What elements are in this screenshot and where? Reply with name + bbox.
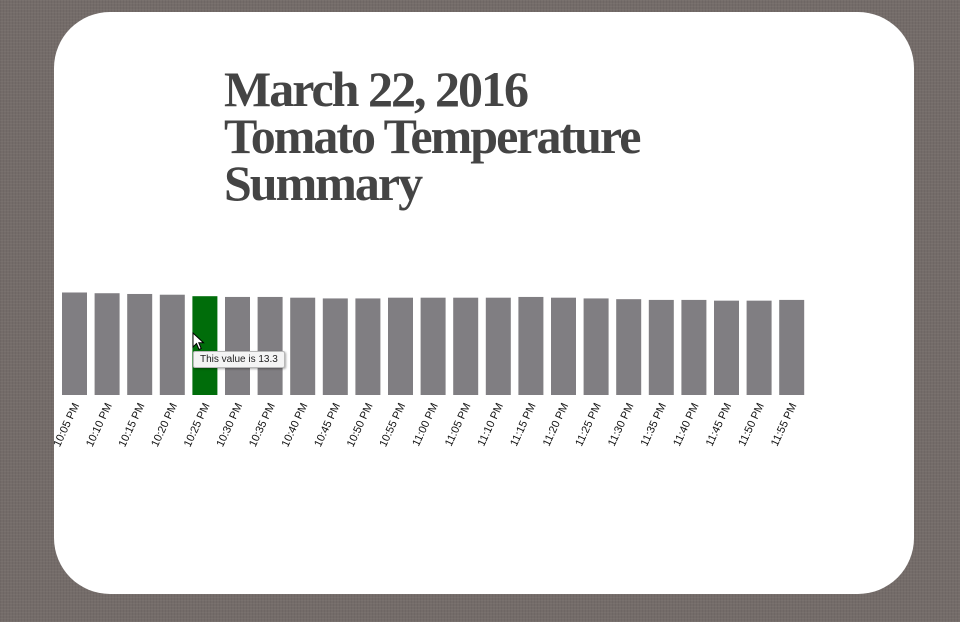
value-tooltip: This value is 13.3 bbox=[193, 351, 285, 368]
x-tick-label: 11:15 PM bbox=[508, 401, 538, 448]
bar-0[interactable] bbox=[62, 292, 87, 395]
x-tick-label: 10:30 PM bbox=[214, 401, 245, 449]
bar-10[interactable] bbox=[388, 297, 413, 395]
bar-4[interactable] bbox=[192, 296, 218, 395]
bar-20[interactable] bbox=[714, 300, 739, 395]
x-tick-label: 11:05 PM bbox=[443, 401, 473, 448]
bar-18[interactable] bbox=[648, 299, 674, 395]
x-tick-label: 10:20 PM bbox=[149, 401, 180, 449]
temperature-bar-chart: 10:05 PM 10:10 PM 10:15 PM 10:20 PM 10:25 PM… bbox=[54, 292, 805, 449]
x-tick-label: 11:25 PM bbox=[573, 401, 603, 448]
title-line-subject: Tomato Temperature bbox=[224, 108, 641, 164]
bar-22[interactable] bbox=[779, 299, 805, 395]
x-tick-label: 10:05 PM bbox=[54, 401, 82, 449]
x-tick-label: 10:10 PM bbox=[84, 401, 115, 449]
bar-8[interactable] bbox=[322, 298, 348, 395]
bar-19[interactable] bbox=[681, 299, 707, 395]
x-tick-label: 11:30 PM bbox=[606, 401, 636, 448]
bar-14[interactable] bbox=[518, 296, 544, 395]
bar-21[interactable] bbox=[746, 300, 772, 395]
x-tick-label: 11:45 PM bbox=[704, 401, 734, 448]
x-tick-label: 11:50 PM bbox=[736, 401, 766, 448]
x-tick-label: 11:40 PM bbox=[671, 401, 701, 448]
mouse-pointer-icon bbox=[192, 332, 205, 351]
title-line-summary: Summary bbox=[224, 155, 423, 211]
title-line-date: March 22, 2016 bbox=[224, 61, 529, 117]
bar-15[interactable] bbox=[551, 297, 576, 395]
x-tick-label: 11:10 PM bbox=[476, 401, 506, 448]
x-tick-label: 11:20 PM bbox=[541, 401, 571, 448]
bar-17[interactable] bbox=[616, 299, 642, 395]
bar-11[interactable] bbox=[420, 297, 446, 395]
x-tick-label: 11:55 PM bbox=[769, 401, 799, 448]
bar-7[interactable] bbox=[290, 297, 316, 395]
bar-13[interactable] bbox=[485, 297, 511, 395]
x-tick-label: 10:50 PM bbox=[345, 401, 376, 449]
x-tick-label: 10:40 PM bbox=[280, 401, 311, 449]
x-tick-label: 10:25 PM bbox=[182, 401, 213, 449]
x-tick-label: 11:35 PM bbox=[639, 401, 669, 448]
bar-12[interactable] bbox=[453, 297, 479, 395]
bar-6[interactable] bbox=[257, 296, 283, 395]
bar-2[interactable] bbox=[127, 293, 153, 395]
bar-16[interactable] bbox=[583, 298, 609, 395]
x-tick-label: 10:55 PM bbox=[377, 401, 408, 449]
x-tick-label: 10:35 PM bbox=[247, 401, 278, 449]
bar-9[interactable] bbox=[355, 298, 381, 395]
bar-5[interactable] bbox=[225, 296, 250, 395]
bar-3[interactable] bbox=[159, 294, 185, 395]
x-tick-label: 11:00 PM bbox=[410, 401, 440, 448]
bar-1[interactable] bbox=[94, 293, 120, 395]
page-title: March 22, 2016 Tomato Temperature Summar… bbox=[224, 61, 641, 211]
chart-card: March 22, 2016 Tomato Temperature Summar… bbox=[54, 12, 914, 594]
x-tick-label: 10:15 PM bbox=[117, 401, 148, 449]
x-tick-label: 10:45 PM bbox=[312, 401, 343, 449]
